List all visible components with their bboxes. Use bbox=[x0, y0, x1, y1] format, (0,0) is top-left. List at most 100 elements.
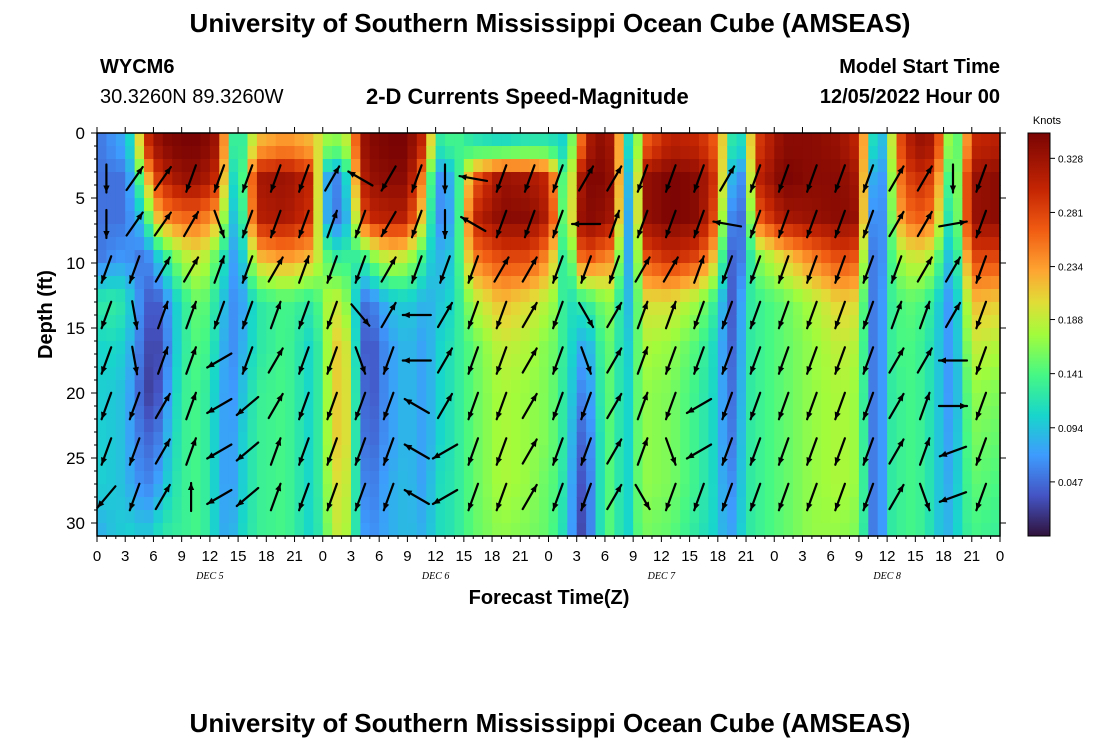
heatmap-cell bbox=[821, 354, 832, 368]
heatmap-cell bbox=[266, 341, 277, 355]
heatmap-cell bbox=[755, 393, 766, 407]
current-arrow bbox=[185, 437, 197, 466]
heatmap-cell bbox=[952, 367, 963, 381]
heatmap-cell bbox=[680, 263, 691, 277]
heatmap-cell bbox=[322, 237, 333, 251]
heatmap-cell bbox=[651, 354, 662, 368]
heatmap-cell bbox=[209, 523, 220, 537]
heatmap-cell bbox=[567, 471, 578, 485]
arrow-head bbox=[925, 348, 932, 356]
heatmap-cell bbox=[510, 328, 521, 342]
heatmap-cell bbox=[708, 367, 719, 381]
heatmap-cell bbox=[708, 263, 719, 277]
heatmap-cell bbox=[463, 419, 474, 433]
heatmap-cell bbox=[633, 276, 644, 290]
heatmap-cell bbox=[557, 224, 568, 238]
heatmap-cell bbox=[868, 484, 879, 498]
heatmap-cell bbox=[746, 159, 757, 173]
heatmap-cell bbox=[313, 159, 324, 173]
heatmap-cell bbox=[97, 510, 108, 524]
arrow-head bbox=[129, 502, 136, 511]
heatmap-cell bbox=[689, 484, 700, 498]
arrow-head bbox=[236, 408, 245, 415]
heatmap-cell bbox=[97, 172, 108, 186]
heatmap-cell bbox=[642, 172, 653, 186]
heatmap-cell bbox=[520, 263, 531, 277]
current-arrow bbox=[125, 211, 144, 237]
heatmap-cell bbox=[341, 198, 352, 212]
heatmap-cell bbox=[191, 445, 202, 459]
heatmap-cell bbox=[633, 328, 644, 342]
heatmap-cell bbox=[97, 354, 108, 368]
heatmap-cell bbox=[247, 393, 258, 407]
heatmap-cell bbox=[106, 406, 117, 420]
heatmap-cell bbox=[830, 302, 841, 316]
arrow-head bbox=[572, 220, 580, 228]
heatmap-cell bbox=[736, 341, 747, 355]
heatmap-cell bbox=[445, 523, 456, 537]
heatmap-cell bbox=[407, 380, 418, 394]
current-arrow bbox=[185, 391, 197, 421]
heatmap-cell bbox=[783, 224, 794, 238]
heatmap-cell bbox=[840, 458, 851, 472]
heatmap-cell bbox=[407, 146, 418, 160]
heatmap-cell bbox=[680, 471, 691, 485]
current-arrow bbox=[354, 437, 367, 466]
heatmap-cell bbox=[934, 328, 945, 342]
heatmap-cell bbox=[247, 432, 258, 446]
heatmap-cell bbox=[134, 237, 145, 251]
x-tick-label: 12 bbox=[202, 548, 219, 565]
arrow-head bbox=[670, 301, 677, 310]
heatmap-cell bbox=[388, 393, 399, 407]
heatmap-cell bbox=[303, 276, 314, 290]
arrow-head bbox=[834, 275, 841, 283]
heatmap-cell bbox=[924, 510, 935, 524]
heatmap-cell bbox=[934, 315, 945, 329]
heatmap-cell bbox=[369, 393, 380, 407]
heatmap-cell bbox=[407, 432, 418, 446]
heatmap-cell bbox=[746, 263, 757, 277]
heatmap-cell bbox=[934, 471, 945, 485]
heatmap-cell bbox=[435, 133, 446, 147]
heatmap-cell bbox=[313, 237, 324, 251]
heatmap-cell bbox=[924, 406, 935, 420]
arrow-head bbox=[402, 357, 410, 364]
heatmap-cell bbox=[915, 497, 926, 511]
heatmap-cell bbox=[868, 185, 879, 199]
heatmap-cell bbox=[341, 471, 352, 485]
heatmap-cell bbox=[887, 458, 898, 472]
heatmap-cell bbox=[981, 224, 992, 238]
heatmap-cell bbox=[172, 263, 183, 277]
heatmap-cell bbox=[633, 523, 644, 537]
heatmap-cell bbox=[934, 224, 945, 238]
heatmap-cell bbox=[793, 380, 804, 394]
heatmap-cell bbox=[303, 185, 314, 199]
current-arrow bbox=[606, 165, 623, 192]
heatmap-cell bbox=[473, 406, 484, 420]
heatmap-cell bbox=[200, 523, 211, 537]
heatmap-cell bbox=[407, 133, 418, 147]
heatmap-cell bbox=[642, 237, 653, 251]
heatmap-cell bbox=[755, 445, 766, 459]
heatmap-cell bbox=[454, 497, 465, 511]
heatmap-cell bbox=[313, 133, 324, 147]
heatmap-cell bbox=[802, 146, 813, 160]
arrow-head bbox=[190, 301, 197, 310]
heatmap-cell bbox=[501, 354, 512, 368]
current-arrow bbox=[662, 256, 679, 283]
heatmap-cell bbox=[482, 172, 493, 186]
arrow-head bbox=[834, 457, 841, 465]
heatmap-cell bbox=[398, 224, 409, 238]
heatmap-cell bbox=[416, 445, 427, 459]
heatmap-cell bbox=[134, 159, 145, 173]
heatmap-cell bbox=[548, 510, 559, 524]
heatmap-cell bbox=[924, 328, 935, 342]
arrow-head bbox=[615, 166, 622, 174]
heatmap-cell bbox=[793, 315, 804, 329]
heatmap-cell bbox=[595, 354, 606, 368]
heatmap-cell bbox=[642, 419, 653, 433]
heatmap-cell bbox=[191, 198, 202, 212]
heatmap-cell bbox=[971, 146, 982, 160]
heatmap-cell bbox=[115, 159, 126, 173]
heatmap-cell bbox=[398, 198, 409, 212]
